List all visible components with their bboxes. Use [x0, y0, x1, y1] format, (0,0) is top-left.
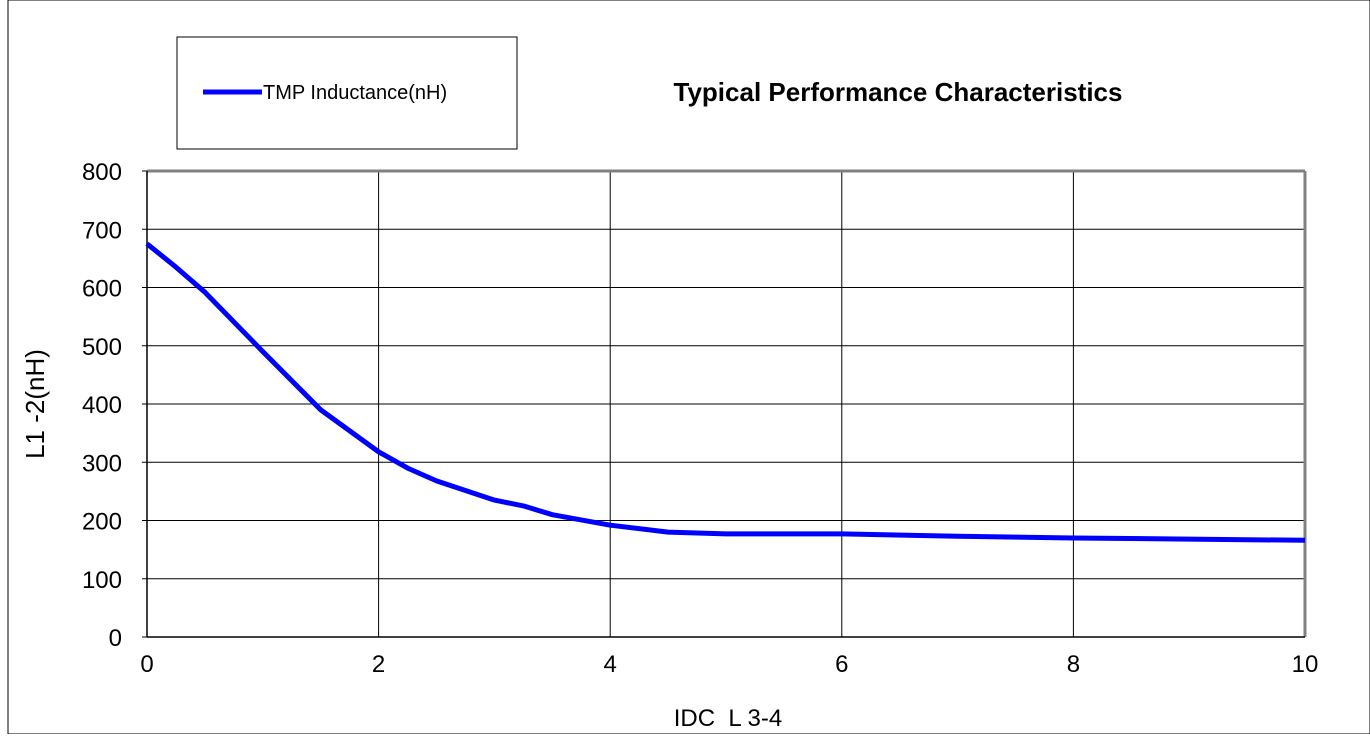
series-layer [145, 241, 1306, 543]
y-tick-label: 700 [82, 217, 122, 244]
series-line [145, 241, 1306, 543]
y-tick-label: 800 [82, 159, 122, 186]
y-tick-label: 600 [82, 276, 122, 303]
x-tick-label: 0 [140, 651, 153, 678]
x-tick-labels: 0 2 4 6 8 10 [140, 651, 1318, 678]
x-axis-label: IDC L 3-4 [674, 705, 782, 732]
y-tick-label: 400 [82, 392, 122, 419]
y-tick-label: 0 [109, 625, 122, 652]
x-tick-label: 8 [1067, 651, 1080, 678]
y-tick-label: 500 [82, 334, 122, 361]
chart-title: Typical Performance Characteristics [674, 77, 1123, 107]
legend: TMP Inductance(nH) [176, 36, 518, 150]
y-axis-label: L1 -2(nH) [20, 349, 50, 459]
x-tick-label: 4 [604, 651, 617, 678]
y-tick-label: 300 [82, 450, 122, 477]
legend-label: TMP Inductance(nH) [263, 82, 447, 104]
x-tick-label: 2 [372, 651, 385, 678]
y-tick-labels: 0 100 200 300 400 500 600 700 800 [82, 159, 122, 652]
y-tick-label: 200 [82, 509, 122, 536]
y-tick-label: 100 [82, 567, 122, 594]
x-tick-label: 10 [1292, 651, 1319, 678]
x-tick-label: 6 [835, 651, 848, 678]
grid-lines [142, 170, 1305, 638]
